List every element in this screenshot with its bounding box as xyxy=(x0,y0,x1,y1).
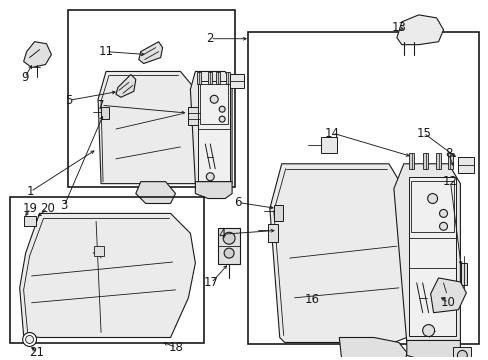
Ellipse shape xyxy=(439,222,447,230)
Polygon shape xyxy=(23,42,51,67)
Text: 20: 20 xyxy=(40,202,55,215)
Bar xyxy=(10,197,204,343)
Polygon shape xyxy=(393,164,460,346)
Text: 5: 5 xyxy=(65,94,73,107)
Polygon shape xyxy=(139,42,163,63)
Bar xyxy=(218,228,240,264)
Text: 15: 15 xyxy=(415,126,430,140)
Ellipse shape xyxy=(223,232,235,244)
Ellipse shape xyxy=(456,350,467,360)
Text: 18: 18 xyxy=(169,341,183,354)
Text: 10: 10 xyxy=(440,296,455,309)
Bar xyxy=(208,72,212,84)
Text: 21: 21 xyxy=(29,346,44,359)
Bar xyxy=(68,10,235,186)
Ellipse shape xyxy=(22,333,37,346)
Polygon shape xyxy=(98,72,197,184)
Polygon shape xyxy=(190,72,232,184)
Polygon shape xyxy=(396,15,443,45)
Text: 8: 8 xyxy=(444,147,451,160)
Bar xyxy=(230,75,244,88)
Text: 3: 3 xyxy=(61,199,68,212)
Polygon shape xyxy=(20,213,195,337)
Ellipse shape xyxy=(224,248,234,258)
Ellipse shape xyxy=(427,194,437,203)
Ellipse shape xyxy=(25,336,34,343)
Bar xyxy=(435,153,440,169)
Ellipse shape xyxy=(210,95,218,103)
Text: 14: 14 xyxy=(324,126,339,140)
Bar xyxy=(408,177,455,336)
Text: 2: 2 xyxy=(206,32,214,45)
Bar xyxy=(23,216,36,226)
Ellipse shape xyxy=(422,325,434,337)
Ellipse shape xyxy=(219,116,224,122)
Bar xyxy=(410,181,453,232)
Polygon shape xyxy=(339,337,406,360)
Bar xyxy=(216,72,220,84)
Polygon shape xyxy=(406,341,460,360)
Bar xyxy=(200,84,228,124)
Polygon shape xyxy=(269,164,406,342)
Polygon shape xyxy=(116,75,136,97)
Text: 9: 9 xyxy=(21,71,28,84)
Bar xyxy=(422,153,427,169)
Polygon shape xyxy=(136,182,175,203)
Bar xyxy=(273,206,282,221)
Polygon shape xyxy=(430,278,466,313)
Text: 16: 16 xyxy=(305,293,319,306)
Bar xyxy=(452,347,470,360)
Bar xyxy=(321,137,337,153)
Bar xyxy=(101,107,109,119)
Text: 17: 17 xyxy=(203,276,218,289)
Text: 12: 12 xyxy=(442,175,457,188)
Text: 1: 1 xyxy=(27,185,34,198)
Polygon shape xyxy=(195,182,232,198)
Bar xyxy=(247,32,478,345)
Bar xyxy=(94,246,104,256)
Text: 13: 13 xyxy=(390,21,406,34)
Bar xyxy=(461,263,467,285)
Ellipse shape xyxy=(219,106,224,112)
Bar xyxy=(267,224,277,242)
Bar xyxy=(198,81,230,181)
Ellipse shape xyxy=(206,173,214,181)
Text: 6: 6 xyxy=(234,196,241,209)
Ellipse shape xyxy=(439,210,447,217)
Bar xyxy=(408,153,413,169)
Text: 19: 19 xyxy=(23,202,38,215)
Bar xyxy=(447,153,452,169)
Bar xyxy=(225,72,230,84)
Text: 7: 7 xyxy=(97,99,104,112)
Bar xyxy=(197,72,201,84)
Text: 11: 11 xyxy=(98,45,113,58)
Bar xyxy=(188,107,198,125)
Bar xyxy=(457,157,473,173)
Text: 4: 4 xyxy=(218,228,225,241)
